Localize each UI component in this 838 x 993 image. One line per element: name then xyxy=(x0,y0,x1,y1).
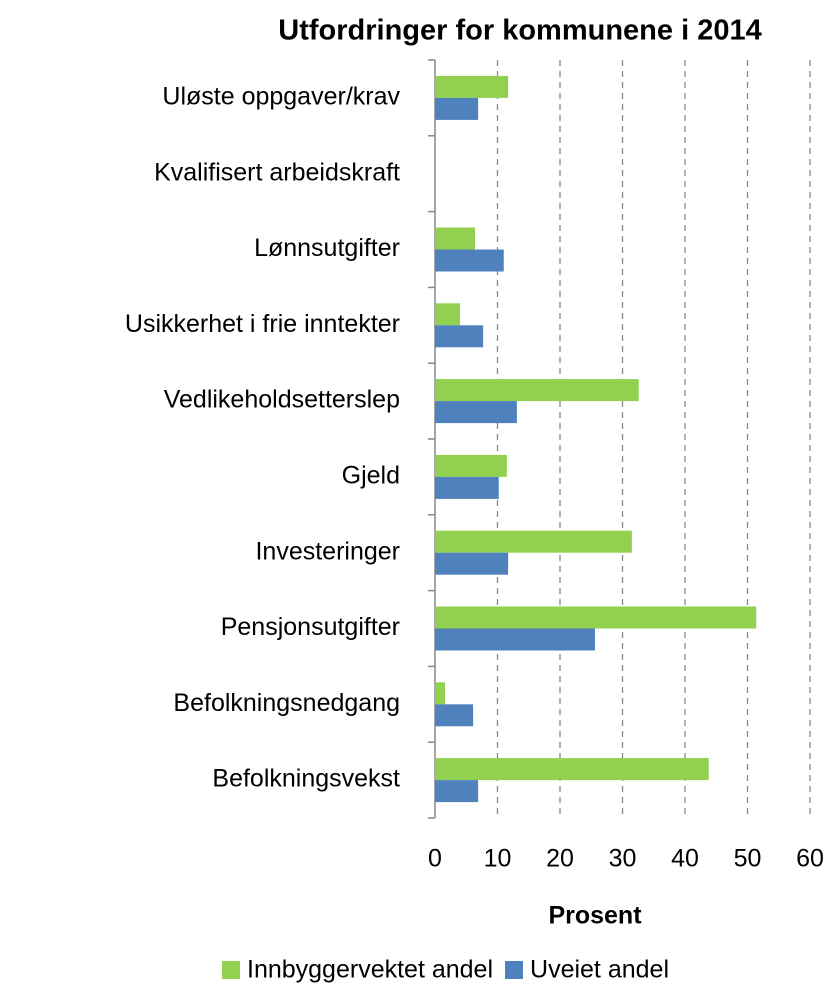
y-tick-label: Usikkerhet i frie inntekter xyxy=(125,310,400,338)
y-tick-label: Uløste oppgaver/krav xyxy=(162,83,400,111)
bar xyxy=(435,476,499,499)
x-tick-label: 40 xyxy=(671,845,699,873)
bar xyxy=(435,379,639,402)
x-tick-label: 20 xyxy=(546,845,574,873)
legend-label: Uveiet andel xyxy=(530,956,669,984)
legend-label: Innbyggervektet andel xyxy=(247,956,493,984)
bar xyxy=(435,530,632,553)
bar xyxy=(435,303,460,326)
bar xyxy=(435,454,507,477)
bar xyxy=(435,552,509,575)
bar xyxy=(435,249,504,272)
x-tick-label: 30 xyxy=(609,845,637,873)
y-tick-label: Lønnsutgifter xyxy=(254,234,400,262)
x-tick-label: 50 xyxy=(734,845,762,873)
y-tick-label: Gjeld xyxy=(342,462,400,490)
legend-swatch xyxy=(222,961,240,979)
y-tick-label: Vedlikeholdsetterslep xyxy=(164,386,400,414)
y-tick-label: Befolkningsnedgang xyxy=(173,689,400,717)
x-tick-label: 10 xyxy=(484,845,512,873)
bar xyxy=(435,780,479,803)
bar xyxy=(435,325,484,348)
y-tick-label: Investeringer xyxy=(255,537,400,565)
bar xyxy=(435,704,474,727)
bar xyxy=(435,758,709,781)
x-tick-label: 60 xyxy=(796,845,824,873)
y-tick-label: Kvalifisert arbeidskraft xyxy=(154,158,400,186)
x-axis-title: Prosent xyxy=(548,902,642,930)
bar xyxy=(435,606,757,629)
x-tick-label: 0 xyxy=(428,845,442,873)
bar xyxy=(435,97,479,120)
bar xyxy=(435,401,517,424)
bar xyxy=(435,75,509,98)
bar xyxy=(435,628,595,651)
chart-title: Utfordringer for kommunene i 2014 xyxy=(278,15,761,47)
y-tick-label: Pensjonsutgifter xyxy=(221,613,400,641)
legend-swatch xyxy=(505,961,524,979)
y-tick-label: Befolkningsvekst xyxy=(212,765,400,793)
bar xyxy=(435,227,475,250)
bar xyxy=(435,682,445,705)
